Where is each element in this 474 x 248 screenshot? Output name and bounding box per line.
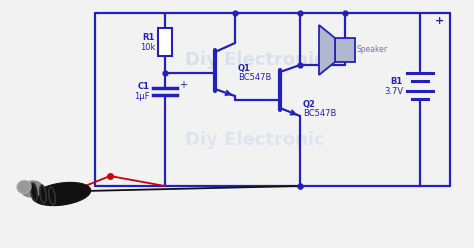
- Text: +: +: [435, 16, 444, 26]
- Ellipse shape: [21, 181, 43, 197]
- Text: 10k: 10k: [140, 42, 155, 52]
- Text: R1: R1: [143, 32, 155, 41]
- Ellipse shape: [31, 183, 37, 201]
- Text: B1: B1: [391, 76, 403, 86]
- Ellipse shape: [33, 182, 91, 206]
- Polygon shape: [319, 25, 335, 75]
- Text: BC547B: BC547B: [303, 110, 337, 119]
- Text: Diy Electronic: Diy Electronic: [185, 131, 325, 149]
- Text: Q1: Q1: [238, 63, 251, 72]
- Text: C1: C1: [138, 82, 150, 91]
- Text: BC547B: BC547B: [238, 73, 272, 83]
- Ellipse shape: [40, 185, 46, 203]
- Ellipse shape: [49, 187, 55, 205]
- Ellipse shape: [17, 181, 31, 193]
- Text: +: +: [179, 80, 187, 90]
- Bar: [335, 38, 355, 62]
- Text: Diy Electronic: Diy Electronic: [185, 51, 325, 69]
- Text: Speaker: Speaker: [357, 45, 388, 55]
- Text: 3.7V: 3.7V: [384, 87, 403, 95]
- Bar: [158, 28, 172, 56]
- Text: Q2: Q2: [303, 100, 316, 110]
- Text: 1μF: 1μF: [135, 92, 150, 101]
